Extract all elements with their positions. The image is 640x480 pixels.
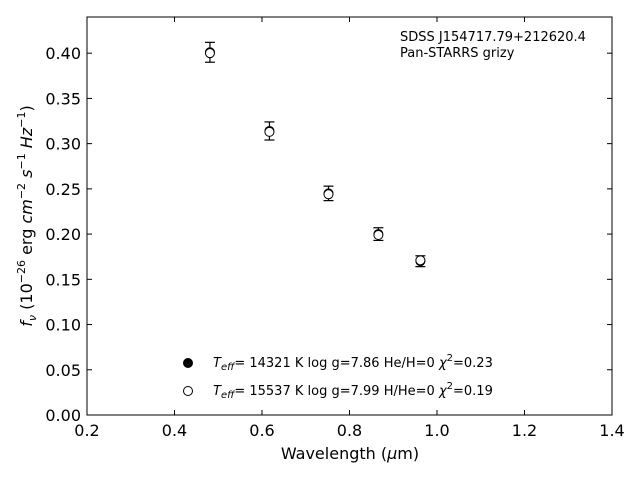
y-tick-label: 0.35 (45, 89, 81, 108)
legend-entry-2: Teff= 15537 K log g=7.99 H/He=0 χ2=0.19 (213, 381, 493, 401)
y-tick-label: 0.20 (45, 225, 81, 244)
legend-marker-open (183, 386, 193, 396)
legend: Teff= 14321 K log g=7.86 He/H=0 χ2=0.23 … (183, 353, 493, 401)
x-tick-label: 1.2 (512, 421, 537, 440)
x-tick-label: 0.4 (162, 421, 187, 440)
data-point-open (323, 189, 334, 200)
y-tick-label: 0.15 (45, 270, 81, 289)
data-point-open (373, 229, 384, 240)
legend-marker-filled (183, 358, 193, 368)
annotation-survey: Pan-STARRS grizy (400, 46, 515, 61)
y-ticks: 0.00 0.05 0.10 0.15 0.20 0.25 0.30 0.35 0.40 (45, 44, 612, 425)
data-markers (204, 47, 426, 267)
x-tick-label: 0.2 (74, 421, 99, 440)
x-axis-title: Wavelength (μm) (281, 444, 419, 463)
x-tick-label: 1.0 (424, 421, 449, 440)
y-tick-label: 0.00 (45, 406, 81, 425)
x-ticks: 0.2 0.4 0.6 0.8 1.0 1.2 1.4 (74, 17, 625, 440)
y-axis-title: fν (10−26 erg cm−2 s−1 Hz−1) (15, 105, 39, 326)
data-point-open (264, 126, 275, 137)
data-point-open (415, 255, 426, 266)
data-point-open (204, 48, 215, 59)
x-tick-label: 0.8 (337, 421, 362, 440)
error-bars (204, 41, 426, 268)
x-tick-label: 1.4 (599, 421, 624, 440)
y-tick-label: 0.30 (45, 135, 81, 154)
y-tick-label: 0.10 (45, 316, 81, 335)
y-tick-label: 0.40 (45, 44, 81, 63)
annotation-object-name: SDSS J154717.79+212620.4 (400, 30, 586, 45)
x-tick-label: 0.6 (249, 421, 274, 440)
y-tick-label: 0.05 (45, 361, 81, 380)
y-tick-label: 0.25 (45, 180, 81, 199)
legend-entry-1: Teff= 14321 K log g=7.86 He/H=0 χ2=0.23 (213, 353, 493, 373)
